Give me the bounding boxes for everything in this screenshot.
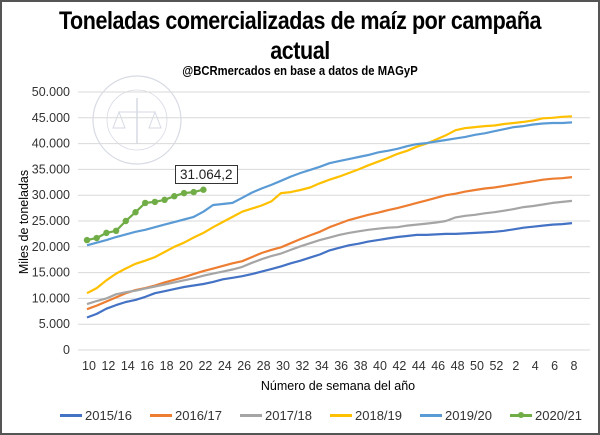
x-tick-label: 30	[276, 359, 290, 373]
x-tick-label: 8	[571, 359, 578, 373]
data-point-2020-21	[161, 196, 168, 204]
data-point-2020-21	[93, 234, 100, 242]
data-point-2020-21	[142, 199, 149, 207]
y-tick-label: 15.000	[32, 266, 70, 280]
y-tick-label: 35.000	[32, 162, 70, 176]
x-tick-label: 46	[431, 359, 445, 373]
x-tick-label: 24	[218, 359, 232, 373]
legend-label: 2020/21	[535, 408, 582, 423]
x-axis-ticks: 10 12 14 16 18 20 22 24 26 28 30 32 34 36 38 40 42 44 46 48…	[82, 359, 577, 373]
y-tick-label: 20.000	[32, 240, 70, 254]
y-axis-ticks: 0 5.000 10.000 15.000 20.000 25.000 30.000 35.0…	[32, 85, 70, 357]
data-point-2020-21	[132, 209, 139, 216]
x-tick-label: 34	[315, 359, 329, 373]
data-point-2020-21	[83, 236, 91, 244]
x-tick-label: 36	[334, 359, 348, 373]
x-tick-label: 32	[295, 359, 309, 373]
series-lines	[83, 115, 573, 319]
legend-label: 2017/18	[265, 408, 312, 423]
x-tick-label: 28	[257, 359, 271, 373]
x-tick-label: 16	[140, 359, 154, 373]
legend-label: 2015/16	[85, 408, 132, 423]
series-line-2017-18	[86, 199, 573, 306]
legend-item: 2018/19	[330, 408, 402, 423]
data-point-2020-21	[171, 193, 178, 200]
x-tick-label: 12	[101, 359, 115, 373]
y-tick-label: 45.000	[32, 111, 70, 125]
series-line-2015-16	[86, 222, 573, 319]
data-point-2020-21	[200, 186, 207, 193]
data-point-2020-21	[103, 229, 110, 237]
legend-swatch	[330, 414, 352, 417]
x-tick-label: 22	[198, 359, 212, 373]
legend-item: 2017/18	[240, 408, 312, 423]
data-point-2020-21	[122, 217, 129, 225]
legend-label: 2016/17	[175, 408, 222, 423]
y-tick-label: 0	[63, 343, 70, 357]
chart-title: Toneladas comercializadas de maíz por ca…	[42, 6, 558, 66]
legend-item: 2016/17	[150, 408, 222, 423]
x-tick-label: 48	[451, 359, 465, 373]
x-tick-label: 18	[160, 359, 174, 373]
data-label-callout: 31.064,2	[175, 165, 238, 184]
legend-item: 2019/20	[420, 408, 492, 423]
x-tick-label: 40	[373, 359, 387, 373]
x-tick-label: 50	[470, 359, 484, 373]
series-line-2019-20	[86, 121, 573, 247]
x-tick-label: 14	[121, 359, 135, 373]
x-tick-label: 52	[489, 359, 503, 373]
gridlines	[78, 91, 590, 351]
legend-swatch	[150, 414, 172, 417]
chart-title-text: Toneladas comercializadas de maíz por ca…	[58, 7, 542, 65]
series-line-2016-17	[86, 176, 573, 311]
y-tick-label: 40.000	[32, 137, 70, 151]
legend: 2015/16 2016/17 2017/18 2018/19 2019/20 2020/…	[60, 408, 582, 423]
legend-label: 2019/20	[445, 408, 492, 423]
data-point-2020-21	[190, 188, 197, 196]
x-tick-label: 38	[354, 359, 368, 373]
chart-subtitle: @BCRmercados en base a datos de MAGyP	[182, 64, 418, 78]
x-tick-label: 6	[551, 359, 558, 373]
x-tick-label: 4	[532, 359, 539, 373]
data-point-2020-21	[151, 198, 159, 206]
x-tick-label: 42	[392, 359, 406, 373]
legend-swatch	[420, 414, 442, 417]
y-tick-label: 30.000	[32, 188, 70, 202]
data-point-2020-21	[180, 189, 188, 197]
x-tick-label: 26	[237, 359, 251, 373]
legend-item: 2015/16	[60, 408, 132, 423]
x-axis-title: Número de semana del año	[261, 379, 415, 393]
legend-label: 2018/19	[355, 408, 402, 423]
legend-marker-icon	[518, 411, 524, 418]
series-line-2018-19	[86, 115, 573, 295]
legend-swatch	[510, 411, 532, 418]
y-tick-label: 10.000	[32, 291, 70, 305]
legend-item: 2020/21	[510, 408, 582, 423]
x-tick-label: 20	[179, 359, 193, 373]
legend-swatch	[240, 414, 262, 417]
data-point-2020-21	[112, 227, 120, 235]
x-tick-label: 2	[512, 359, 519, 373]
watermark-seal-icon	[92, 75, 182, 165]
y-axis-title: Miles de toneladas	[17, 170, 31, 274]
y-tick-label: 50.000	[32, 85, 70, 99]
x-tick-label: 44	[412, 359, 426, 373]
y-tick-label: 5.000	[39, 317, 70, 331]
x-tick-label: 10	[82, 359, 96, 373]
legend-swatch	[60, 414, 82, 417]
y-tick-label: 25.000	[32, 214, 70, 228]
